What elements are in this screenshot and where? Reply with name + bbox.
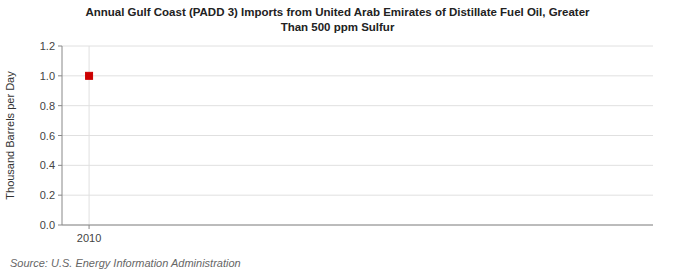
y-tick	[58, 46, 62, 47]
source-note: Source: U.S. Energy Information Administ…	[10, 257, 241, 269]
y-grid-line	[62, 75, 653, 76]
chart-svg: Annual Gulf Coast (PADD 3) Imports from …	[0, 0, 675, 275]
data-marks	[86, 72, 93, 79]
y-tick-label: 0.4	[40, 159, 55, 171]
y-tick-label: 0.2	[40, 189, 55, 201]
x-axis-line	[62, 225, 653, 226]
y-tick	[58, 105, 62, 106]
y-tick-label: 0.6	[40, 130, 55, 142]
x-tick-label: 2010	[77, 232, 101, 244]
y-grid-line	[62, 195, 653, 196]
grid	[62, 46, 653, 225]
y-grid-line	[62, 165, 653, 166]
chart-container: Annual Gulf Coast (PADD 3) Imports from …	[0, 0, 675, 275]
axes: 0.0 0.2 0.4 0.6 0.8 1.0 1.2 2010	[40, 40, 653, 244]
y-grid-line	[62, 105, 653, 106]
y-tick	[58, 165, 62, 166]
y-tick-label: 0.0	[40, 219, 55, 231]
y-grid-line	[62, 135, 653, 136]
y-tick-label: 1.2	[40, 40, 55, 52]
y-tick	[58, 75, 62, 76]
data-point	[86, 72, 93, 79]
x-tick	[89, 225, 90, 229]
y-tick	[58, 225, 62, 226]
y-grid-line	[62, 225, 653, 226]
y-axis-line	[62, 46, 63, 225]
y-tick	[58, 195, 62, 196]
y-grid-line	[62, 46, 653, 47]
y-tick-label: 0.8	[40, 100, 55, 112]
y-axis-label: Thousand Barrels per Day	[4, 71, 16, 200]
y-tick-label: 1.0	[40, 70, 55, 82]
y-tick	[58, 135, 62, 136]
chart-title: Annual Gulf Coast (PADD 3) Imports from …	[85, 6, 590, 33]
